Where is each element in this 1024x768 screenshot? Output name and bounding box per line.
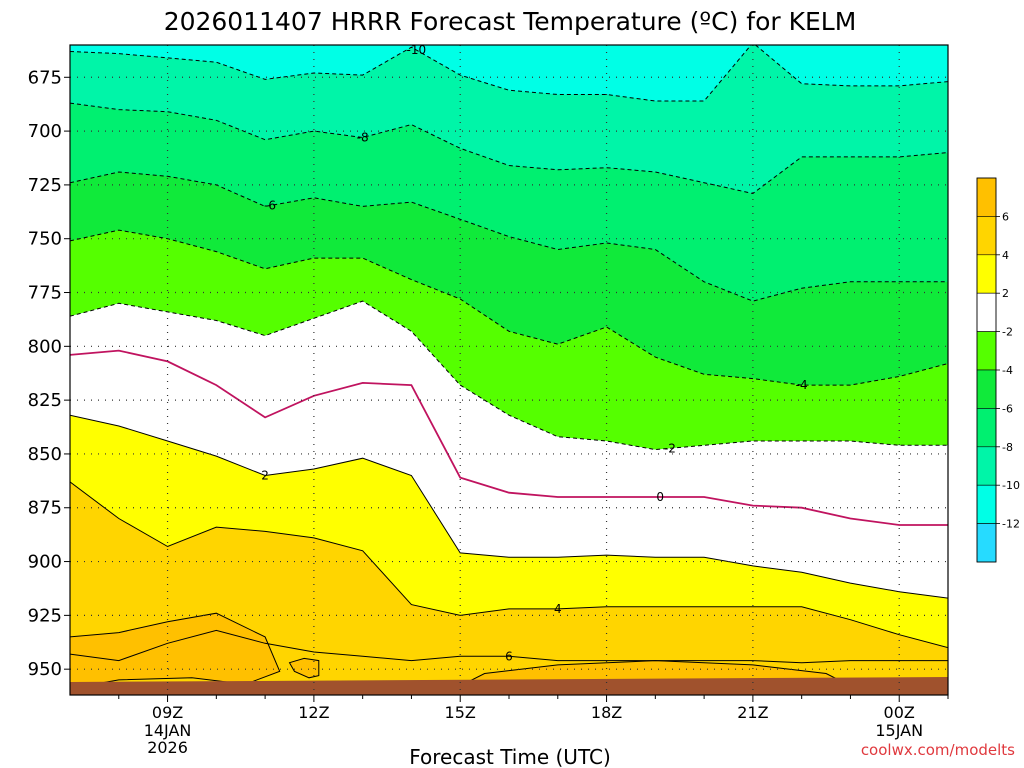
contour-line-4 [70,481,948,649]
contour-line-6 [70,629,948,664]
colorbar-tick-label: -6 [1002,402,1013,415]
contour-label--4: -4 [796,378,808,392]
x-date-label: 14JAN [144,721,192,740]
x-tick-label-15Z: 15Z [445,703,476,722]
contour-label-2: 2 [261,468,269,482]
y-tick-label-900: 900 [28,552,62,573]
x-tick-label-00Z: 00Z [884,703,915,722]
colorbar-tick-label: -2 [1002,326,1013,339]
y-tick-label-700: 700 [28,121,62,142]
x-tick-label-21Z: 21Z [737,703,768,722]
contour-line--4 [70,229,948,386]
y-tick-label-850: 850 [28,444,62,465]
contour-line-0 [70,349,948,526]
fill-band--4-to--2 [70,230,948,450]
colorbar-swatch [976,446,997,486]
x-tick-label-12Z: 12Z [298,703,329,722]
colorbar-tick-label: -12 [1002,518,1020,531]
colorbar-tick-label: -10 [1002,479,1020,492]
contour-line--8 [70,102,948,195]
y-tick-label-925: 925 [28,605,62,626]
colorbar-swatch [976,254,997,294]
y-tick-label-800: 800 [28,336,62,357]
credit-text[interactable]: coolwx.com/modelts [861,741,1015,759]
colorbar-swatch [976,216,997,256]
fill-band--2-to-0 [70,301,948,525]
fill-band-2-to-4 [70,415,948,648]
fill-band-above-minus10 [70,45,948,101]
colorbar-swatch [976,292,997,332]
contour-line-2 [70,414,948,599]
y-tick-label-950: 950 [28,659,62,680]
colorbar-swatch [976,369,997,409]
contour-label--8: -8 [357,131,369,145]
terrain-ground [70,677,948,695]
x-axis-label: Forecast Time (UTC) [409,745,611,768]
x-tick-label-18Z: 18Z [591,703,622,722]
colorbar-swatch [976,523,997,563]
colorbar: 6 4 2 -2 -4 -6 -8 -10 -12 [976,177,1020,563]
colorbar-tick-label: -8 [1002,441,1013,454]
warm-pocket-small [288,657,320,679]
y-tick-label-825: 825 [28,390,62,411]
x-date-label: 2026 [147,738,188,757]
y-tick-label-875: 875 [28,498,62,519]
fill-band--10-to--8 [70,45,948,194]
y-tick-label-775: 775 [28,283,62,304]
colorbar-tick-label: 2 [1002,287,1009,300]
contour-line--2 [70,300,948,451]
fill-band-0-to-2 [70,350,948,599]
colorbar-swatch [976,331,997,371]
colorbar-swatch [976,408,997,448]
chart-title: 2026011407 HRRR Forecast Temperature (ºC… [164,7,857,36]
colorbar-tick-label: 4 [1002,249,1009,262]
contour-label--2: -2 [664,441,676,455]
x-date-label: 15JAN [875,721,923,740]
x-tick-label-09Z: 09Z [152,703,183,722]
fill-band--8-to--6 [70,103,948,302]
colorbar-swatch [976,484,997,524]
temperature-fill-bands [70,45,948,695]
contour-line--6 [70,171,948,302]
colorbar-tick-label: -4 [1002,364,1013,377]
colorbar-swatch [976,177,997,217]
fill-band--6-to--4 [70,172,948,386]
contour-label-4: 4 [554,602,562,616]
contour-lines [70,45,948,664]
contour-label--10: -10 [407,43,427,57]
contour-label-0: 0 [656,490,664,504]
y-axis: 675 700 725 750 775 800 825 850 875 900 925 950 [28,67,70,680]
contour-label--6: -6 [264,199,276,213]
y-tick-label-725: 725 [28,175,62,196]
contour-labels: -10 -8 -6 -4 -2 0 2 4 6 [261,43,808,663]
y-tick-label-675: 675 [28,67,62,88]
y-tick-label-750: 750 [28,229,62,250]
colorbar-tick-label: 6 [1002,210,1009,223]
fill-band-4-to-6 [70,481,948,663]
contour-label-6: 6 [505,649,513,663]
